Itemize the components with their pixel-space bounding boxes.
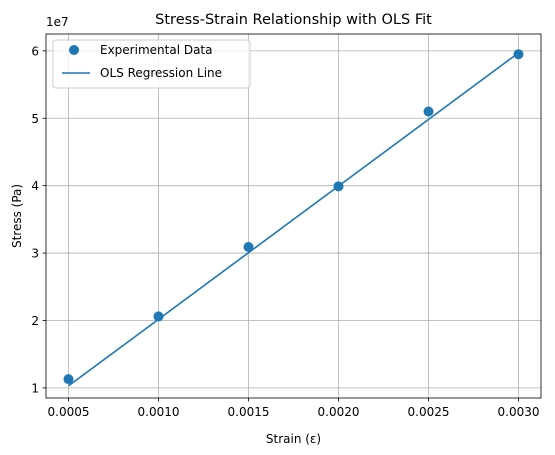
legend: Experimental Data OLS Regression Line — [52, 39, 251, 89]
y-axis-ticks: 1 2 3 4 5 6 — [31, 44, 46, 395]
y-tick-label: 1 — [31, 381, 39, 395]
x-tick-label: 0.0015 — [228, 405, 270, 419]
regression-line — [68, 52, 519, 387]
x-tick-label: 0.0005 — [48, 405, 90, 419]
x-axis-label: Strain (ε) — [266, 432, 321, 446]
data-point — [243, 242, 254, 253]
legend-label-ols-regression-line: OLS Regression Line — [100, 66, 222, 80]
y-axis-offset-label: 1e7 — [46, 15, 69, 29]
x-tick-label: 0.0025 — [408, 405, 450, 419]
data-point — [513, 49, 524, 60]
y-tick-label: 6 — [31, 44, 39, 58]
plot-frame — [45, 33, 542, 399]
x-tick-label: 0.0030 — [498, 405, 540, 419]
y-tick-label: 5 — [31, 112, 39, 126]
x-axis-ticks: 0.0005 0.0010 0.0015 0.0020 0.0025 0.0030 — [48, 398, 540, 419]
grid — [46, 34, 541, 398]
y-tick-label: 4 — [31, 179, 39, 193]
y-tick-label: 3 — [31, 247, 39, 261]
data-point — [333, 181, 344, 192]
regression-line-layer — [68, 52, 519, 387]
data-point — [423, 106, 434, 117]
data-points-layer — [63, 49, 524, 385]
legend-box — [52, 39, 251, 89]
legend-marker-experimental-data — [69, 45, 79, 55]
y-tick-label: 2 — [31, 314, 39, 328]
chart-title: Stress-Strain Relationship with OLS Fit — [155, 12, 432, 28]
legend-label-experimental-data: Experimental Data — [100, 43, 213, 57]
data-point — [153, 311, 164, 322]
x-tick-label: 0.0020 — [318, 405, 360, 419]
x-tick-label: 0.0010 — [138, 405, 180, 419]
y-axis-label: Stress (Pa) — [10, 184, 24, 248]
data-point — [63, 374, 74, 385]
